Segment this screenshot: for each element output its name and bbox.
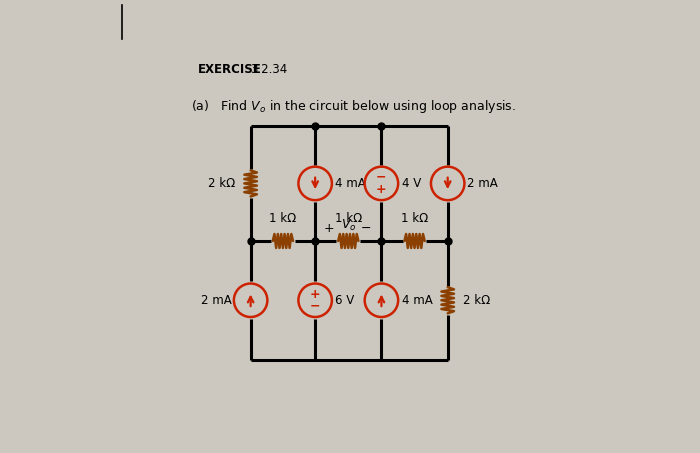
Text: −: − [360,222,371,235]
Text: EXERCISE: EXERCISE [198,63,262,76]
Text: 1 kΩ: 1 kΩ [270,212,297,225]
Text: 6 V: 6 V [335,294,355,307]
Text: 4 mA: 4 mA [335,177,366,190]
Text: 4 V: 4 V [402,177,421,190]
Text: (a)   Find $V_o$ in the circuit below using loop analysis.: (a) Find $V_o$ in the circuit below usin… [191,98,517,115]
Text: −: − [376,171,386,184]
Text: 1 kΩ: 1 kΩ [401,212,428,225]
Text: 3.2.34: 3.2.34 [251,63,288,76]
Text: 2 mA: 2 mA [201,294,232,307]
Text: +: + [324,222,335,235]
Text: 4 mA: 4 mA [402,294,433,307]
Text: 2 mA: 2 mA [467,177,498,190]
Text: −: − [310,300,321,313]
Text: 2 kΩ: 2 kΩ [463,294,491,307]
Text: $V_o$: $V_o$ [340,218,356,233]
Text: +: + [310,288,321,301]
Text: 2 kΩ: 2 kΩ [208,177,235,190]
Text: 1 kΩ: 1 kΩ [335,212,362,225]
Text: +: + [376,183,386,196]
